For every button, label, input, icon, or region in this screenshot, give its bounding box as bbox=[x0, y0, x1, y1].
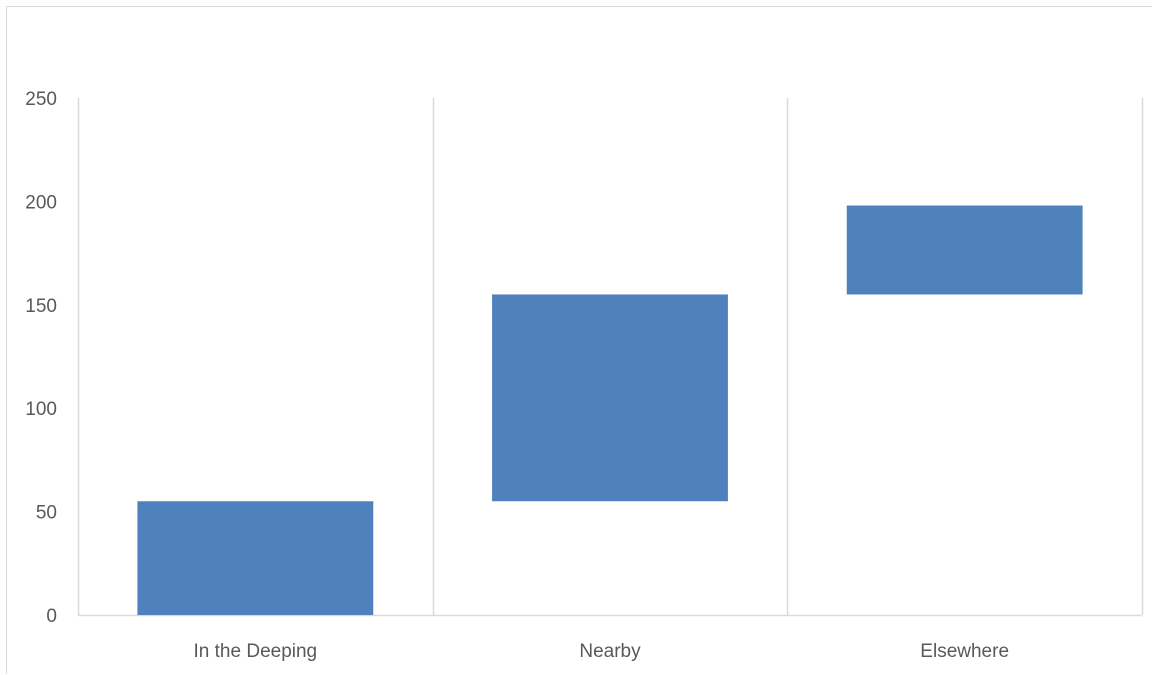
x-axis-tick-labels: In the Deeping Nearby Elsewhere bbox=[194, 641, 1009, 662]
x-tick-label: Elsewhere bbox=[920, 641, 1009, 662]
bar-in-the-deeping bbox=[137, 501, 374, 615]
y-tick-label: 250 bbox=[25, 89, 57, 110]
x-tick-label: In the Deeping bbox=[194, 641, 318, 662]
bar-elsewhere bbox=[846, 205, 1083, 295]
x-tick-label: Nearby bbox=[579, 641, 641, 662]
y-tick-label: 50 bbox=[36, 503, 57, 524]
y-tick-label: 0 bbox=[46, 606, 57, 627]
y-tick-label: 100 bbox=[25, 399, 57, 420]
grid-layer bbox=[77, 98, 1144, 617]
chart-area bbox=[6, 6, 1152, 674]
bar-nearby bbox=[492, 294, 728, 502]
bars-layer bbox=[137, 205, 1083, 615]
y-axis-tick-labels: 0 50 100 150 200 250 bbox=[25, 89, 57, 627]
y-tick-label: 150 bbox=[25, 296, 57, 317]
y-tick-label: 200 bbox=[25, 192, 57, 213]
